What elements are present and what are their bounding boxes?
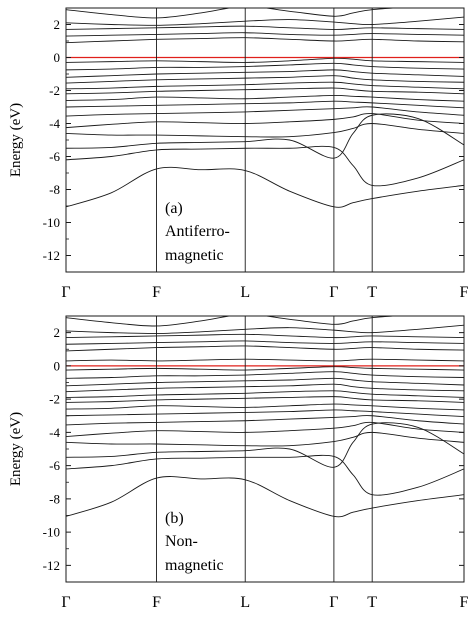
band-line-11 [66,75,464,84]
band-line-18 [66,16,464,26]
band-line-6 [66,415,464,426]
kpoint-label: F [152,594,161,611]
band-line-12 [66,69,464,78]
band-line-4 [66,431,464,447]
band-line-3 [66,113,464,159]
band-line-6 [66,106,464,117]
kpoint-label: Γ [61,284,70,301]
ytick-label: -12 [43,558,60,573]
panel-annotation-line-2: magnetic [165,557,224,574]
kpoint-label: T [367,284,377,301]
band-line-3 [66,422,464,468]
band-line-5 [66,113,464,129]
band-line-13 [66,62,464,71]
y-axis-label: Energy (eV) [8,412,24,486]
band-line-12 [66,377,464,387]
ytick-label: -10 [43,525,60,540]
band-line-19 [66,324,464,334]
kpoint-label: L [240,594,250,611]
band-line-7 [66,409,464,418]
band-line-9 [66,396,464,403]
band-line-4 [66,123,464,138]
ytick-label: -2 [49,392,60,407]
kpoint-label: Γ [329,284,338,301]
band-line-15 [66,358,464,362]
ytick-label: -2 [49,83,60,98]
ytick-label: -12 [43,248,60,263]
kpoint-label: T [367,594,377,611]
ytick-label: -6 [49,149,60,164]
panel-a-antiferromagnetic: 2 0 -2 -4 -6 -8 -10 -12 Energy (eV) Γ F L Γ T F (a) Anti… [8,7,469,301]
band-line-2 [66,454,464,496]
kpoint-label: F [152,284,161,301]
band-line-17 [66,25,464,30]
band-line-1 [66,166,464,208]
band-line-1 [66,476,464,518]
ytick-label: -6 [49,458,60,473]
band-line-5 [66,421,464,437]
panel-annotation-line-2: magnetic [165,247,224,264]
band-line-16 [66,345,464,352]
band-line-10 [66,81,464,90]
ytick-label: -4 [49,425,60,440]
bands-group [66,8,464,208]
band-line-2 [66,145,464,187]
band-line-15 [66,37,464,44]
kpoint-label: Γ [61,594,70,611]
band-line-11 [66,383,464,393]
band-line-7 [66,100,464,109]
band-line-14 [66,57,464,63]
panel-label: (a) [165,200,183,217]
bands-group [66,316,464,518]
ytick-label: 0 [54,358,61,373]
band-line-18 [66,333,464,339]
band-line-10 [66,390,464,398]
band-line-13 [66,371,464,379]
panel-label: (b) [165,510,184,527]
y-axis-label: Energy (eV) [8,103,24,177]
band-line-8 [66,94,464,102]
kpoint-label: F [460,284,469,301]
ytick-label: 2 [54,17,61,32]
kpoint-label: F [460,594,469,611]
panel-b-nonmagnetic: 2 0 -2 -4 -6 -8 -10 -12 Energy (eV) Γ F L Γ T F (b) Non-… [8,315,469,611]
ytick-label: -8 [49,491,60,506]
ytick-label: -10 [43,215,60,230]
band-line-16 [66,32,464,37]
band-line-9 [66,87,464,95]
kpoint-label: Γ [329,594,338,611]
band-line-19 [66,8,401,19]
ytick-label: -8 [49,182,60,197]
band-line-17 [66,340,464,345]
band-line-20 [66,316,401,327]
band-line-14 [66,366,464,371]
kpoint-label: L [240,284,250,301]
ytick-label: -4 [49,116,60,131]
panel-annotation-line-1: Antiferro- [165,223,230,240]
panel-annotation-line-1: Non- [165,533,198,550]
ytick-label: 0 [54,50,61,65]
ytick-label: 2 [54,325,61,340]
band-line-8 [66,403,464,411]
